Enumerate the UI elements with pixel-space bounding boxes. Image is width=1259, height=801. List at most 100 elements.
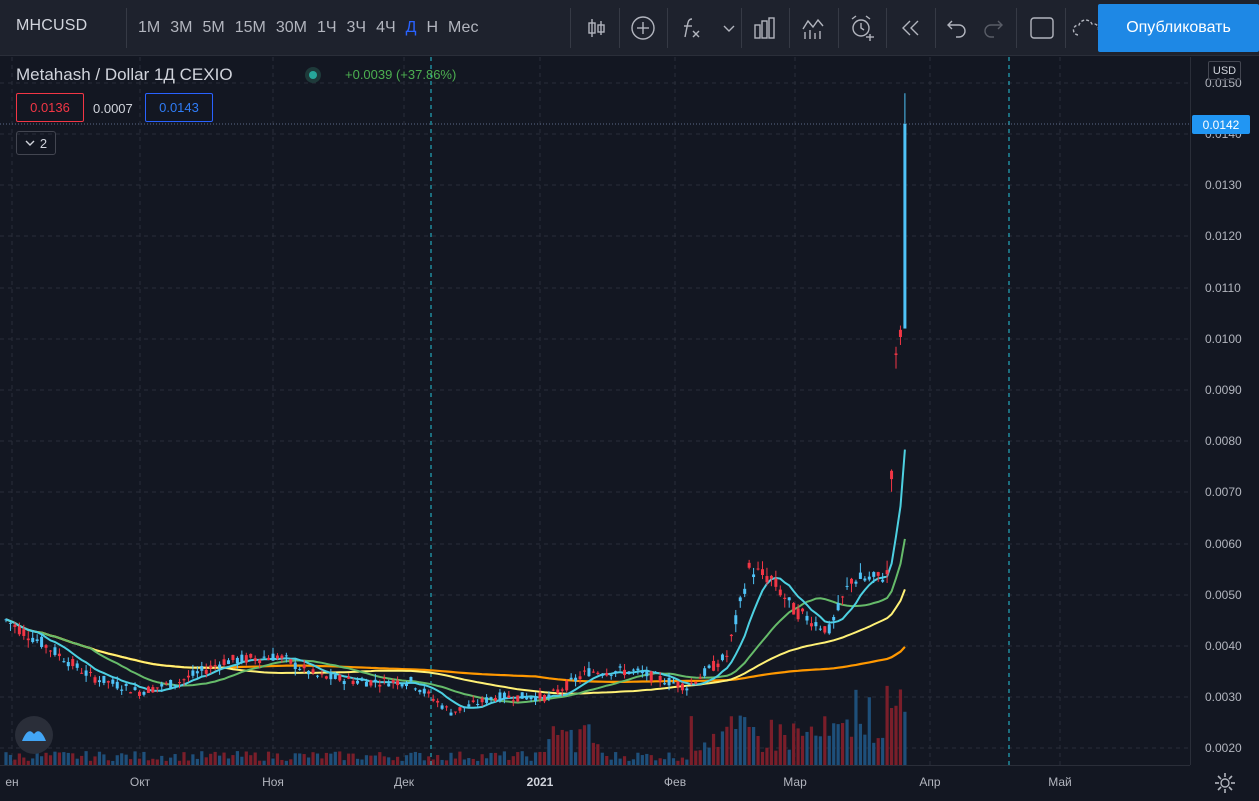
time-tick-label: Май <box>1048 775 1072 789</box>
interval-5[interactable]: 1Ч <box>316 19 337 36</box>
candle-body <box>462 707 466 709</box>
volume-bar <box>173 754 177 765</box>
alarm-clock-icon[interactable] <box>848 14 876 42</box>
interval-2[interactable]: 5М <box>202 19 225 36</box>
candle-body <box>542 694 546 702</box>
indicators-fx-icon[interactable] <box>677 14 705 42</box>
time-tick-label: Ноя <box>262 775 284 789</box>
volume-bar <box>169 757 173 765</box>
price-chart[interactable] <box>0 57 1190 765</box>
volume-bar <box>783 735 787 765</box>
volume-bar <box>747 726 751 765</box>
price-tick-label: 0.0130 <box>1205 178 1242 192</box>
volume-bar <box>711 733 716 765</box>
candle-body <box>565 681 569 691</box>
time-tick-label: 2021 <box>526 775 554 789</box>
candle-body <box>618 666 622 668</box>
price-tick-label: 0.0030 <box>1205 690 1242 704</box>
volume-bar <box>498 755 502 765</box>
volume-bar <box>609 759 613 765</box>
layout-square-icon[interactable] <box>1028 14 1056 42</box>
currency-tag[interactable]: USD <box>1208 61 1241 80</box>
volume-bar <box>694 750 698 765</box>
cloud-icon[interactable] <box>1072 14 1098 42</box>
candle-body <box>734 615 738 625</box>
volume-bar <box>80 755 84 765</box>
chevron-down-icon <box>25 140 35 146</box>
volume-bar <box>885 685 889 765</box>
volume-bar <box>387 757 391 765</box>
interval-1[interactable]: 3М <box>170 19 193 36</box>
volume-bar <box>841 723 845 765</box>
undo-icon[interactable] <box>943 14 971 42</box>
redo-icon[interactable] <box>979 14 1007 42</box>
interval-8[interactable]: Д <box>405 19 417 36</box>
interval-4[interactable]: 30М <box>275 19 307 36</box>
price-tick-label: 0.0090 <box>1205 383 1242 397</box>
candles-icon[interactable] <box>582 14 610 42</box>
toolbar-divider <box>619 8 620 48</box>
market-status-icon[interactable] <box>305 67 321 83</box>
chevron-down-icon[interactable] <box>715 14 743 42</box>
candle-body <box>881 579 885 582</box>
sell-price-button[interactable]: 0.0136 <box>16 93 84 122</box>
volume-bar <box>765 747 769 765</box>
interval-10[interactable]: Мес <box>448 19 479 36</box>
volume-bar <box>404 755 409 765</box>
candle-body <box>596 672 600 674</box>
indicators-collapse-button[interactable]: 2 <box>16 131 56 155</box>
candle-body <box>22 629 26 636</box>
volume-bar <box>422 760 426 765</box>
price-axis[interactable] <box>1190 57 1259 765</box>
volume-bar <box>881 737 885 765</box>
top-toolbar: MHCUSD 1М 3М 5М 15М 30М 1Ч 3Ч 4Ч Д Н Мес <box>0 0 1259 56</box>
candle-body <box>658 676 662 682</box>
candle-body <box>716 663 720 668</box>
volume-bar <box>849 736 854 765</box>
candle-body <box>698 677 702 679</box>
toolbar-divider <box>935 8 936 48</box>
volume-bar <box>471 758 475 765</box>
bar-chart-icon[interactable] <box>751 14 779 42</box>
volume-bar <box>511 756 515 765</box>
volume-bar <box>329 753 333 765</box>
volume-bar <box>409 752 413 765</box>
time-axis[interactable] <box>0 765 1190 801</box>
volume-bar <box>574 752 578 765</box>
volume-bar <box>17 753 21 765</box>
interval-3[interactable]: 15М <box>234 19 266 36</box>
candle-body <box>809 623 813 627</box>
interval-6[interactable]: 3Ч <box>346 19 367 36</box>
gear-icon[interactable] <box>1213 771 1237 795</box>
volume-bar <box>489 752 493 765</box>
add-compare-icon[interactable] <box>629 14 657 42</box>
replay-icon[interactable] <box>897 14 925 42</box>
candle-body <box>284 655 288 657</box>
interval-9[interactable]: Н <box>426 19 439 36</box>
chart-pane[interactable] <box>0 57 1190 765</box>
candle-body <box>720 654 724 661</box>
volume-bar <box>525 756 529 765</box>
alert-wave-icon[interactable] <box>800 14 828 42</box>
candle-body <box>422 688 426 694</box>
candle-body <box>476 703 480 705</box>
candle-body <box>222 659 226 665</box>
candle-body <box>685 688 689 691</box>
volume-bar <box>649 755 653 765</box>
candle-body <box>298 668 302 670</box>
buy-price-button[interactable]: 0.0143 <box>145 93 213 122</box>
interval-7[interactable]: 4Ч <box>376 19 396 36</box>
candle-body <box>391 680 395 683</box>
volume-bar <box>209 753 213 765</box>
candle-body <box>360 679 364 681</box>
symbol-search[interactable]: MHCUSD <box>16 17 88 34</box>
volume-bar <box>97 751 102 765</box>
publish-button[interactable]: Опубликовать <box>1098 4 1259 52</box>
candle-body <box>13 624 17 628</box>
volume-bar <box>53 751 57 765</box>
interval-0[interactable]: 1М <box>138 19 161 36</box>
volume-bar <box>627 760 631 765</box>
candle-body <box>71 659 75 667</box>
volume-bar <box>249 755 253 765</box>
candle-body <box>578 676 582 680</box>
